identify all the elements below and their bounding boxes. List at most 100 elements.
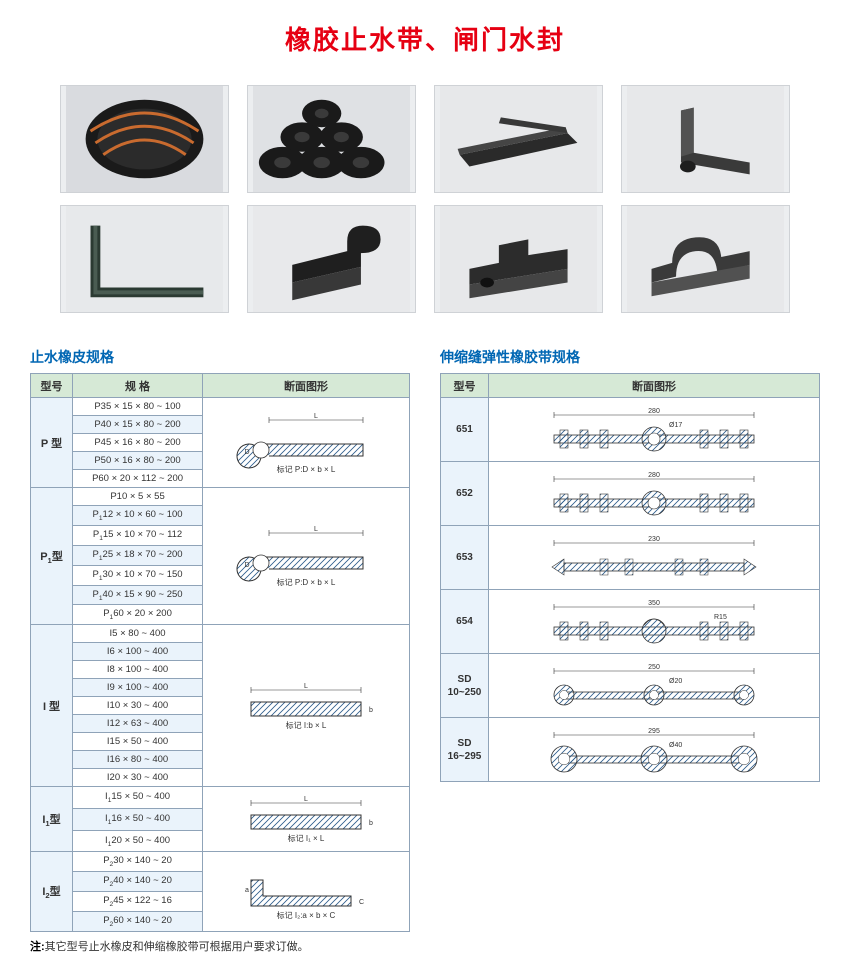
- svg-text:标记 I₁ × L: 标记 I₁ × L: [288, 833, 325, 843]
- table-header: 型号: [31, 374, 73, 398]
- spec-cell: P112 × 10 × 60 ~ 100: [73, 506, 203, 526]
- spec-cell: P260 × 140 ~ 20: [73, 912, 203, 932]
- spec-cell: I6 × 100 ~ 400: [73, 643, 203, 661]
- spec-cell: I9 × 100 ~ 400: [73, 679, 203, 697]
- spec-cell: P115 × 10 × 70 ~ 112: [73, 525, 203, 545]
- table-row: SD10~250 250 Ø20: [441, 654, 820, 718]
- svg-text:280: 280: [648, 408, 660, 415]
- svg-text:280: 280: [648, 472, 660, 479]
- section-diagram-cell: 350 R15: [489, 590, 820, 654]
- spec-cell: I15 × 50 ~ 400: [73, 733, 203, 751]
- spec-cell: P160 × 20 × 200: [73, 605, 203, 625]
- spec-cell: I115 × 50 ~ 400: [73, 787, 203, 809]
- section-diagram-cell: 280 Ø17: [489, 398, 820, 462]
- spec-cell: P140 × 15 × 90 ~ 250: [73, 585, 203, 605]
- svg-text:350: 350: [648, 600, 660, 607]
- model-cell: SD16~295: [441, 718, 489, 782]
- spec-cell: P60 × 20 × 112 ~ 200: [73, 470, 203, 488]
- svg-text:b: b: [369, 707, 373, 714]
- right-spec-table: 型号断面图形 651 280 Ø17 652 280 653 230: [440, 373, 820, 782]
- svg-text:标记 I:b × L: 标记 I:b × L: [286, 720, 327, 730]
- spec-cell: I12 × 63 ~ 400: [73, 715, 203, 733]
- section-diagram-cell: L D 标记 P:D × b × L: [203, 488, 410, 625]
- section-diagram-cell: L D 标记 P:D × b × L: [203, 398, 410, 488]
- product-photo: [434, 85, 603, 193]
- product-photo-grid: [60, 85, 790, 313]
- svg-text:D: D: [245, 449, 250, 456]
- table-header: 型号: [441, 374, 489, 398]
- model-cell: 654: [441, 590, 489, 654]
- svg-text:D: D: [245, 562, 250, 569]
- svg-text:标记 I₂:a × b × C: 标记 I₂:a × b × C: [277, 910, 336, 920]
- table-header: 断面图形: [489, 374, 820, 398]
- product-photo: [247, 85, 416, 193]
- product-photo: [60, 85, 229, 193]
- section-diagram-cell: C a 标记 I₂:a × b × C: [203, 852, 410, 932]
- spec-cell: I116 × 50 ~ 400: [73, 809, 203, 831]
- spec-cell: I10 × 30 ~ 400: [73, 697, 203, 715]
- section-diagram-cell: 230: [489, 526, 820, 590]
- spec-cell: P10 × 5 × 55: [73, 488, 203, 506]
- model-cell: P1型: [31, 488, 73, 625]
- left-section-title: 止水橡皮规格: [30, 347, 410, 367]
- svg-text:Ø20: Ø20: [669, 678, 682, 685]
- spec-cell: I20 × 30 ~ 400: [73, 769, 203, 787]
- table-row: P 型P35 × 15 × 80 ~ 100 L D 标记 P:D × b × …: [31, 398, 410, 416]
- section-diagram-cell: 295 Ø40: [489, 718, 820, 782]
- section-diagram-cell: L b 标记 I:b × L: [203, 625, 410, 787]
- spec-cell: P35 × 15 × 80 ~ 100: [73, 398, 203, 416]
- spec-cell: I5 × 80 ~ 400: [73, 625, 203, 643]
- svg-text:a: a: [245, 887, 249, 894]
- svg-text:295: 295: [648, 728, 660, 735]
- table-row: 651 280 Ø17: [441, 398, 820, 462]
- spec-cell: P245 × 122 ~ 16: [73, 892, 203, 912]
- product-photo: [621, 205, 790, 313]
- spec-cell: P130 × 10 × 70 ~ 150: [73, 565, 203, 585]
- table-row: 654 350 R15: [441, 590, 820, 654]
- table-row: I1型I115 × 50 ~ 400 L b 标记 I₁ × L: [31, 787, 410, 809]
- svg-text:Ø17: Ø17: [669, 422, 682, 429]
- svg-text:250: 250: [648, 664, 660, 671]
- table-row: 653 230: [441, 526, 820, 590]
- page-title: 橡胶止水带、闸门水封: [30, 20, 820, 57]
- table-header: 规 格: [73, 374, 203, 398]
- model-cell: I1型: [31, 787, 73, 852]
- product-photo: [621, 85, 790, 193]
- svg-text:L: L: [304, 683, 308, 690]
- svg-text:Ø40: Ø40: [669, 742, 682, 749]
- product-photo: [247, 205, 416, 313]
- model-cell: I 型: [31, 625, 73, 787]
- svg-text:L: L: [304, 796, 308, 803]
- section-diagram-cell: 280: [489, 462, 820, 526]
- svg-text:L: L: [314, 526, 318, 533]
- table-header: 断面图形: [203, 374, 410, 398]
- product-photo: [60, 205, 229, 313]
- table-row: 652 280: [441, 462, 820, 526]
- right-section-title: 伸缩缝弹性橡胶带规格: [440, 347, 820, 367]
- footnote-text: 其它型号止水橡皮和伸缩橡胶带可根据用户要求订做。: [45, 941, 309, 953]
- svg-text:标记 P:D × b × L: 标记 P:D × b × L: [277, 577, 336, 587]
- svg-text:230: 230: [648, 536, 660, 543]
- spec-cell: P40 × 15 × 80 ~ 200: [73, 416, 203, 434]
- model-cell: SD10~250: [441, 654, 489, 718]
- spec-cell: P125 × 18 × 70 ~ 200: [73, 545, 203, 565]
- spec-cell: I120 × 50 ~ 400: [73, 830, 203, 852]
- section-diagram-cell: 250 Ø20: [489, 654, 820, 718]
- svg-text:b: b: [369, 820, 373, 827]
- model-cell: 653: [441, 526, 489, 590]
- spec-cell: P230 × 140 ~ 20: [73, 852, 203, 872]
- spec-cell: I8 × 100 ~ 400: [73, 661, 203, 679]
- model-cell: 651: [441, 398, 489, 462]
- table-row: P1型P10 × 5 × 55 L D 标记 P:D × b × L: [31, 488, 410, 506]
- table-row: I2型P230 × 140 ~ 20 C a 标记 I₂:a × b × C: [31, 852, 410, 872]
- model-cell: P 型: [31, 398, 73, 488]
- spec-cell: P45 × 16 × 80 ~ 200: [73, 434, 203, 452]
- svg-text:C: C: [359, 899, 364, 906]
- svg-text:L: L: [314, 413, 318, 420]
- spec-tables-row: 止水橡皮规格 型号规 格断面图形P 型P35 × 15 × 80 ~ 100 L…: [30, 347, 820, 954]
- svg-text:R15: R15: [714, 614, 727, 621]
- model-cell: 652: [441, 462, 489, 526]
- section-diagram-cell: L b 标记 I₁ × L: [203, 787, 410, 852]
- table-row: I 型I5 × 80 ~ 400 L b 标记 I:b × L: [31, 625, 410, 643]
- footnote-prefix: 注:: [30, 941, 45, 953]
